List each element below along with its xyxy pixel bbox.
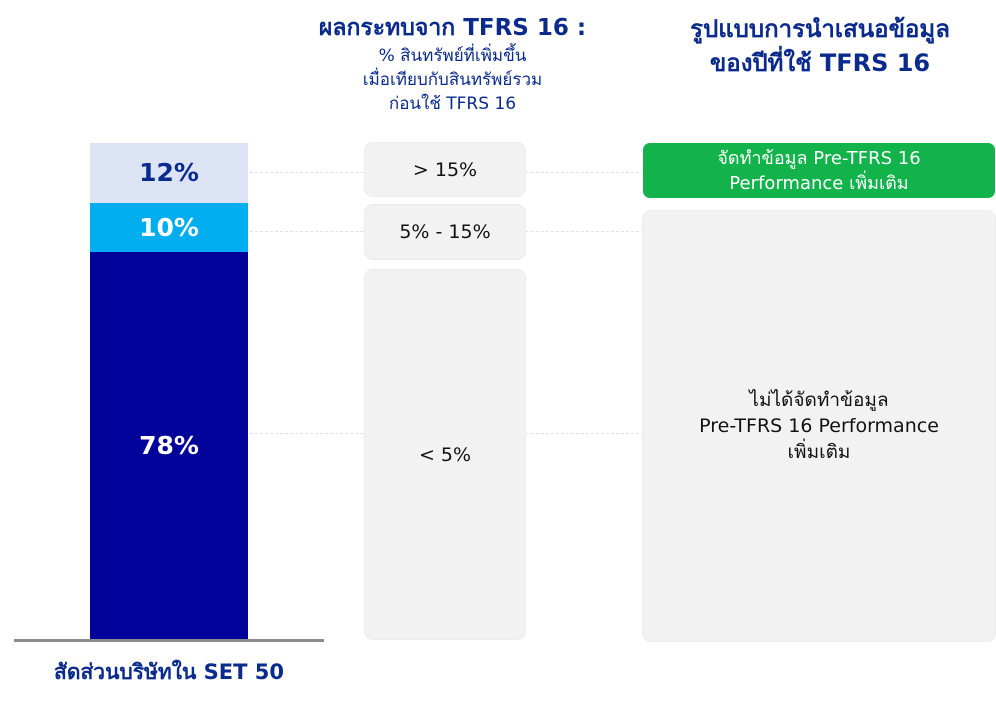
range-label-over-15: > 15%: [412, 158, 478, 181]
connector-line-bottom: [250, 433, 995, 434]
chart-baseline: [14, 639, 324, 642]
bar-segment-12: 12%: [90, 143, 248, 203]
presentation-title-line2: ของปีที่ใช้ TFRS 16: [709, 49, 931, 77]
bar-label-10: 10%: [139, 212, 199, 242]
presentation-title: รูปแบบการนำเสนอข้อมูล ของปีที่ใช้ TFRS 1…: [645, 12, 995, 80]
bar-label-12: 12%: [139, 158, 199, 188]
impact-subtitle-line1: % สินทรัพย์ที่เพิ่มขึ้น: [378, 46, 527, 66]
impact-subtitle: % สินทรัพย์ที่เพิ่มขึ้น เมื่อเทียบกับสิน…: [290, 44, 615, 116]
range-box-over-15: > 15%: [365, 143, 525, 196]
bar-segment-10: 10%: [90, 202, 248, 253]
range-label-5-15: 5% - 15%: [399, 221, 491, 243]
range-box-5-15: 5% - 15%: [365, 205, 525, 259]
bar-label-78: 78%: [139, 431, 199, 461]
impact-subtitle-line2: เมื่อเทียบกับสินทรัพย์รวม: [362, 70, 543, 90]
bar-segment-78: 78%: [90, 252, 248, 639]
pre-tfrs-line2: Performance เพิ่มเติม: [729, 172, 909, 194]
presentation-title-line1: รูปแบบการนำเสนอข้อมูล: [690, 15, 950, 43]
no-pre-tfrs-box: ไม่ได้จัดทำข้อมูล Pre-TFRS 16 Performanc…: [643, 211, 995, 641]
pre-tfrs-line1: จัดทำข้อมูล Pre-TFRS 16: [717, 147, 921, 169]
no-pre-tfrs-line2: Pre-TFRS 16 Performance: [699, 415, 939, 437]
connector-line-top: [250, 172, 995, 173]
no-pre-tfrs-line1: ไม่ได้จัดทำข้อมูล: [749, 389, 889, 411]
no-pre-tfrs-line3: เพิ่มเติม: [787, 441, 851, 463]
stacked-bar: 12% 10% 78%: [90, 143, 248, 639]
connector-line-mid: [250, 231, 995, 232]
impact-title: ผลกระทบจาก TFRS 16 :: [318, 15, 587, 41]
x-axis-label: สัดส่วนบริษัทใน SET 50: [54, 660, 284, 684]
range-box-under-5: < 5%: [365, 270, 525, 639]
pre-tfrs-box: จัดทำข้อมูล Pre-TFRS 16 Performance เพิ่…: [643, 143, 995, 198]
impact-subtitle-line3: ก่อนใช้ TFRS 16: [388, 94, 517, 114]
range-label-under-5: < 5%: [418, 443, 472, 466]
